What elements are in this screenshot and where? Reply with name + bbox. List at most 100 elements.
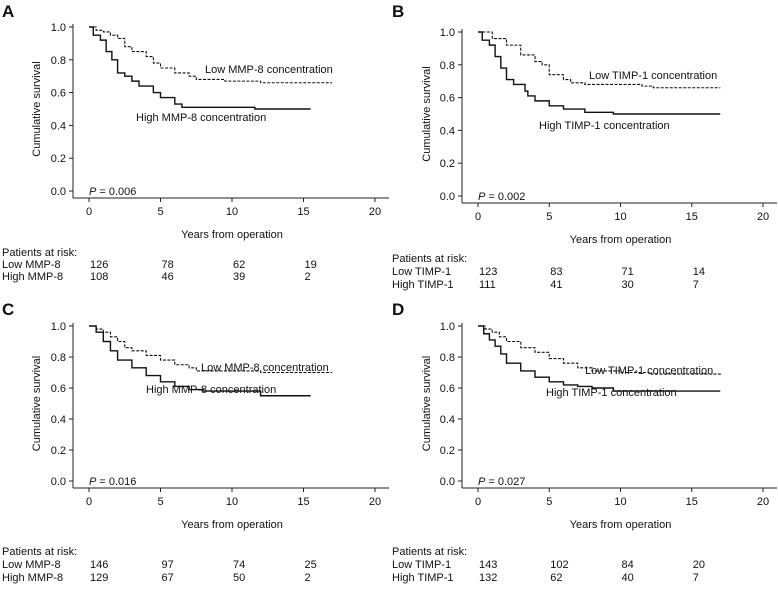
x-tick-label: 20 bbox=[757, 496, 769, 508]
risk-count: 14 bbox=[693, 266, 705, 278]
p-value-text: = 0.006 bbox=[96, 186, 136, 198]
panel-label: D bbox=[392, 300, 404, 319]
risk-count: 7 bbox=[693, 572, 699, 584]
x-axis-label: Years from operation bbox=[570, 519, 672, 531]
y-tick-label: 0.8 bbox=[51, 352, 66, 364]
p-value: P = 0.002 bbox=[478, 191, 525, 203]
x-tick-label: 0 bbox=[475, 211, 481, 223]
risk-count: 30 bbox=[622, 279, 634, 291]
x-axis-label: Years from operation bbox=[181, 229, 283, 241]
y-tick-label: 0.4 bbox=[440, 125, 455, 137]
y-tick-label: 0.2 bbox=[51, 445, 66, 457]
panel-c: C 0.0 0.2 0.4 0.6 0.8 1.0 0 5 10 15 20 Cumulative su… bbox=[2, 300, 389, 584]
risk-row-label: Low TIMP-1 bbox=[392, 266, 451, 278]
curve-label-high: High MMP-8 concentration bbox=[136, 112, 266, 124]
risk-row-label: High MMP-8 bbox=[2, 271, 63, 283]
panel-b: B 0.0 0.2 0.4 0.6 0.8 1.0 0 5 10 15 20 Cumulative su… bbox=[392, 2, 777, 291]
risk-count: 25 bbox=[305, 559, 317, 571]
y-tick-label: 0.6 bbox=[51, 88, 66, 100]
risk-count: 19 bbox=[305, 259, 317, 271]
risk-row-label: High TIMP-1 bbox=[392, 572, 454, 584]
x-tick-label: 20 bbox=[757, 211, 769, 223]
y-axis-label: Cumulative survival bbox=[31, 61, 43, 156]
risk-table-title: Patients at risk: bbox=[392, 253, 467, 265]
x-tick-label: 5 bbox=[157, 496, 163, 508]
y-tick-label: 0.8 bbox=[51, 55, 66, 67]
risk-count: 67 bbox=[162, 572, 174, 584]
x-tick-label: 10 bbox=[614, 496, 626, 508]
y-tick-label: 0.8 bbox=[440, 352, 455, 364]
risk-count: 111 bbox=[479, 279, 496, 291]
x-tick-label: 10 bbox=[226, 206, 238, 218]
y-tick-label: 0.0 bbox=[440, 476, 455, 488]
risk-count: 74 bbox=[233, 559, 245, 571]
risk-count: 2 bbox=[305, 572, 311, 584]
risk-count: 71 bbox=[622, 266, 634, 278]
risk-count: 83 bbox=[550, 266, 562, 278]
risk-count: 62 bbox=[550, 572, 562, 584]
x-tick-label: 20 bbox=[369, 496, 381, 508]
p-symbol: P bbox=[478, 191, 486, 203]
curve-label-low: Low TIMP-1 concentration bbox=[585, 365, 713, 377]
y-tick-label: 1.0 bbox=[51, 321, 66, 333]
risk-row-label: Low MMP-8 bbox=[2, 259, 61, 271]
risk-count: 41 bbox=[550, 279, 562, 291]
risk-count: 129 bbox=[90, 572, 108, 584]
risk-row-label: High TIMP-1 bbox=[392, 279, 454, 291]
risk-count: 78 bbox=[162, 259, 174, 271]
y-axis-label: Cumulative survival bbox=[421, 66, 433, 161]
risk-count: 102 bbox=[550, 559, 568, 571]
y-tick-label: 0.0 bbox=[51, 476, 66, 488]
y-tick-label: 0.2 bbox=[440, 158, 455, 170]
panel-d: D 0.0 0.2 0.4 0.6 0.8 1.0 0 5 10 15 20 Cumulative su… bbox=[392, 300, 777, 584]
p-value-text: = 0.002 bbox=[485, 191, 525, 203]
x-tick-label: 15 bbox=[297, 496, 309, 508]
y-tick-label: 1.0 bbox=[440, 321, 455, 333]
x-tick-label: 15 bbox=[686, 496, 698, 508]
y-tick-label: 0.2 bbox=[440, 445, 455, 457]
risk-row-label: High MMP-8 bbox=[2, 572, 63, 584]
risk-count: 40 bbox=[622, 572, 634, 584]
survival-curve-high bbox=[89, 26, 311, 110]
survival-curve-low bbox=[478, 325, 721, 376]
risk-count: 146 bbox=[90, 559, 108, 571]
survival-curve-high bbox=[478, 325, 721, 392]
risk-count: 46 bbox=[162, 271, 174, 283]
panel-label: B bbox=[392, 2, 404, 21]
x-tick-label: 15 bbox=[297, 206, 309, 218]
survival-curve-high bbox=[89, 325, 311, 397]
panel-a: A 0.0 0.2 0.4 0.6 0.8 1.0 0 5 10 15 20 Cumulative su… bbox=[2, 2, 389, 283]
x-axis-label: Years from operation bbox=[570, 234, 672, 246]
risk-count: 62 bbox=[233, 259, 245, 271]
survival-curve-high bbox=[478, 31, 721, 115]
p-value: P = 0.016 bbox=[89, 476, 136, 488]
risk-count: 143 bbox=[479, 559, 497, 571]
x-tick-label: 15 bbox=[686, 211, 698, 223]
risk-count: 123 bbox=[479, 266, 497, 278]
y-axis-label: Cumulative survival bbox=[31, 356, 43, 451]
curve-label-low: Low MMP-8 concentration bbox=[205, 64, 333, 76]
x-tick-label: 10 bbox=[226, 496, 238, 508]
risk-count: 97 bbox=[162, 559, 174, 571]
survival-curve-low bbox=[89, 26, 333, 84]
y-axis-label: Cumulative survival bbox=[421, 356, 433, 451]
risk-count: 108 bbox=[90, 271, 108, 283]
risk-count: 84 bbox=[622, 559, 634, 571]
y-tick-label: 0.6 bbox=[51, 383, 66, 395]
p-value: P = 0.027 bbox=[478, 476, 525, 488]
x-tick-label: 10 bbox=[614, 211, 626, 223]
p-value-text: = 0.016 bbox=[96, 476, 136, 488]
curve-label-high: High MMP-8 concentration bbox=[146, 384, 276, 396]
curve-label-high: High TIMP-1 concentration bbox=[539, 120, 670, 132]
risk-count: 126 bbox=[90, 259, 108, 271]
y-tick-label: 0.6 bbox=[440, 93, 455, 105]
risk-count: 20 bbox=[693, 559, 705, 571]
curve-label-low: Low MMP-8 concentration bbox=[201, 362, 329, 374]
curve-label-low: Low TIMP-1 concentration bbox=[589, 70, 717, 82]
risk-row-label: Low TIMP-1 bbox=[392, 559, 451, 571]
y-tick-label: 0.0 bbox=[51, 186, 66, 198]
y-tick-label: 0.4 bbox=[440, 414, 455, 426]
x-tick-label: 0 bbox=[475, 496, 481, 508]
panel-label: A bbox=[2, 2, 14, 21]
